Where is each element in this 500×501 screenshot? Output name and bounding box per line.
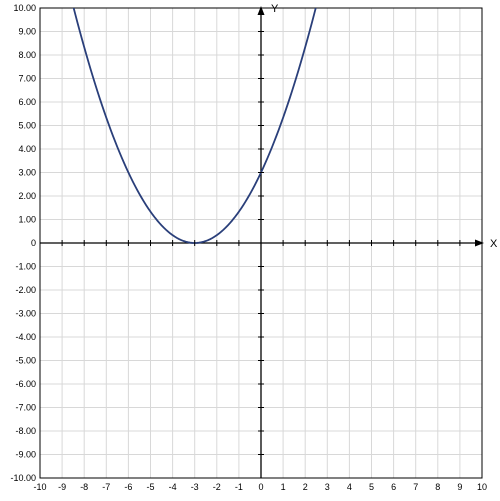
- x-tick-label: 8: [435, 482, 440, 492]
- x-tick-label: 0: [258, 482, 263, 492]
- x-tick-label: -2: [213, 482, 221, 492]
- y-tick-label: -7.00: [15, 403, 36, 413]
- x-tick-label: -8: [80, 482, 88, 492]
- y-axis-label: Y: [271, 3, 279, 15]
- chart-svg: -10-9-8-7-6-5-4-3-2-101234567891010.009.…: [0, 0, 500, 501]
- y-tick-label: -8.00: [15, 426, 36, 436]
- y-tick-label: -6.00: [15, 379, 36, 389]
- x-tick-label: -9: [58, 482, 66, 492]
- coordinate-plane-chart: -10-9-8-7-6-5-4-3-2-101234567891010.009.…: [0, 0, 500, 501]
- x-tick-label: 6: [391, 482, 396, 492]
- y-tick-label: -10.00: [10, 473, 36, 483]
- y-tick-label: 7.00: [18, 74, 36, 84]
- y-tick-label: -9.00: [15, 450, 36, 460]
- y-tick-label: 8.00: [18, 50, 36, 60]
- x-tick-label: -6: [124, 482, 132, 492]
- x-tick-label: 4: [347, 482, 352, 492]
- x-tick-label: -3: [191, 482, 199, 492]
- x-axis-label: X: [490, 238, 498, 250]
- y-tick-label: -5.00: [15, 356, 36, 366]
- x-tick-label: 10: [477, 482, 487, 492]
- x-tick-label: 7: [413, 482, 418, 492]
- y-tick-label: -4.00: [15, 332, 36, 342]
- x-tick-label: -5: [146, 482, 154, 492]
- y-tick-label: 1.00: [18, 215, 36, 225]
- y-tick-label: 10.00: [13, 3, 36, 13]
- y-tick-label: -3.00: [15, 309, 36, 319]
- x-tick-label: 5: [369, 482, 374, 492]
- x-tick-label: 3: [325, 482, 330, 492]
- x-tick-label: 1: [281, 482, 286, 492]
- x-tick-label: 9: [457, 482, 462, 492]
- y-tick-label: 5.00: [18, 121, 36, 131]
- x-tick-label: -7: [102, 482, 110, 492]
- y-tick-label: 9.00: [18, 27, 36, 37]
- x-tick-label: -4: [169, 482, 177, 492]
- x-tick-label: 2: [303, 482, 308, 492]
- y-tick-label: 0: [31, 238, 36, 248]
- x-tick-label: -1: [235, 482, 243, 492]
- y-tick-label: 2.00: [18, 191, 36, 201]
- y-tick-label: -1.00: [15, 262, 36, 272]
- y-tick-label: 6.00: [18, 97, 36, 107]
- y-tick-label: 4.00: [18, 144, 36, 154]
- x-tick-label: -10: [33, 482, 46, 492]
- y-tick-label: 3.00: [18, 168, 36, 178]
- y-tick-label: -2.00: [15, 285, 36, 295]
